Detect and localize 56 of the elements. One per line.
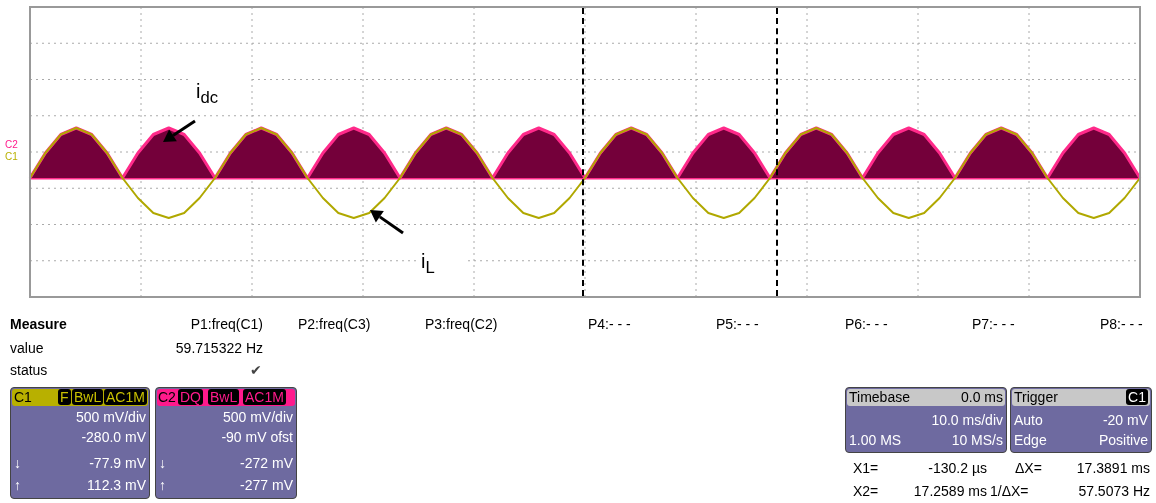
text: X1= [853, 460, 879, 476]
text: ↑ [159, 477, 166, 493]
series-label: i$_{dc}$ [192, 78, 249, 112]
text: P4:- - - [588, 316, 631, 332]
text: P7:- - - [972, 316, 1015, 332]
text: C2 [5, 139, 18, 150]
text: P3:freq(C2) [425, 316, 498, 332]
text: status [10, 362, 48, 378]
text: BwL [208, 389, 240, 405]
text: ✔ [250, 362, 262, 378]
text: 17.2589 ms [913, 483, 987, 499]
text: i$_{L}$ [417, 248, 465, 282]
text: ΔX= [1015, 460, 1042, 476]
text: 1.00 MS [849, 432, 902, 448]
text: ↓ [14, 455, 21, 471]
text: Timebase [849, 389, 910, 405]
text: P6:- - - [845, 316, 888, 332]
text: Auto [1014, 412, 1043, 428]
text: 10.0 ms/div [931, 412, 1003, 428]
text: C1 [5, 151, 18, 162]
text: 10 MS/s [951, 432, 1003, 448]
text: -20 mV [1102, 412, 1148, 428]
text: -77.9 mV [89, 455, 146, 471]
text: Positive [1098, 432, 1148, 448]
text: 57.5073 Hz [1078, 483, 1150, 499]
text: BwL [72, 389, 104, 405]
text: P1:freq(C1) [190, 316, 263, 332]
text: ↑ [14, 477, 21, 493]
text: 1/ΔX= [990, 483, 1029, 499]
text: -272 mV [240, 455, 293, 471]
text: 112.3 mV [87, 477, 146, 493]
text: 0.0 ms [960, 389, 1003, 405]
text: P8:- - - [1100, 316, 1143, 332]
text: P5:- - - [716, 316, 759, 332]
text: C1 [14, 389, 32, 405]
text: 59.715322 Hz [175, 340, 263, 356]
text: 500 mV/div [75, 409, 146, 425]
text: AC1M [243, 389, 286, 405]
text: value [10, 340, 44, 356]
text: Measure [10, 316, 67, 332]
text: C1 [1126, 389, 1148, 405]
text: F [58, 389, 71, 405]
text: C2 [158, 389, 176, 405]
text: 500 mV/div [222, 409, 293, 425]
text: 17.3891 ms [1076, 460, 1150, 476]
text: -90 mV ofst [221, 429, 293, 445]
text: -130.2 µs [928, 460, 987, 476]
text: DQ [178, 389, 203, 405]
text: P2:freq(C3) [298, 316, 371, 332]
text: -280.0 mV [81, 429, 146, 445]
text: X2= [853, 483, 879, 499]
text: Trigger [1014, 389, 1058, 405]
text: -277 mV [240, 477, 293, 493]
text: AC1M [104, 389, 147, 405]
text: Edge [1014, 432, 1047, 448]
text: ↓ [159, 455, 166, 471]
